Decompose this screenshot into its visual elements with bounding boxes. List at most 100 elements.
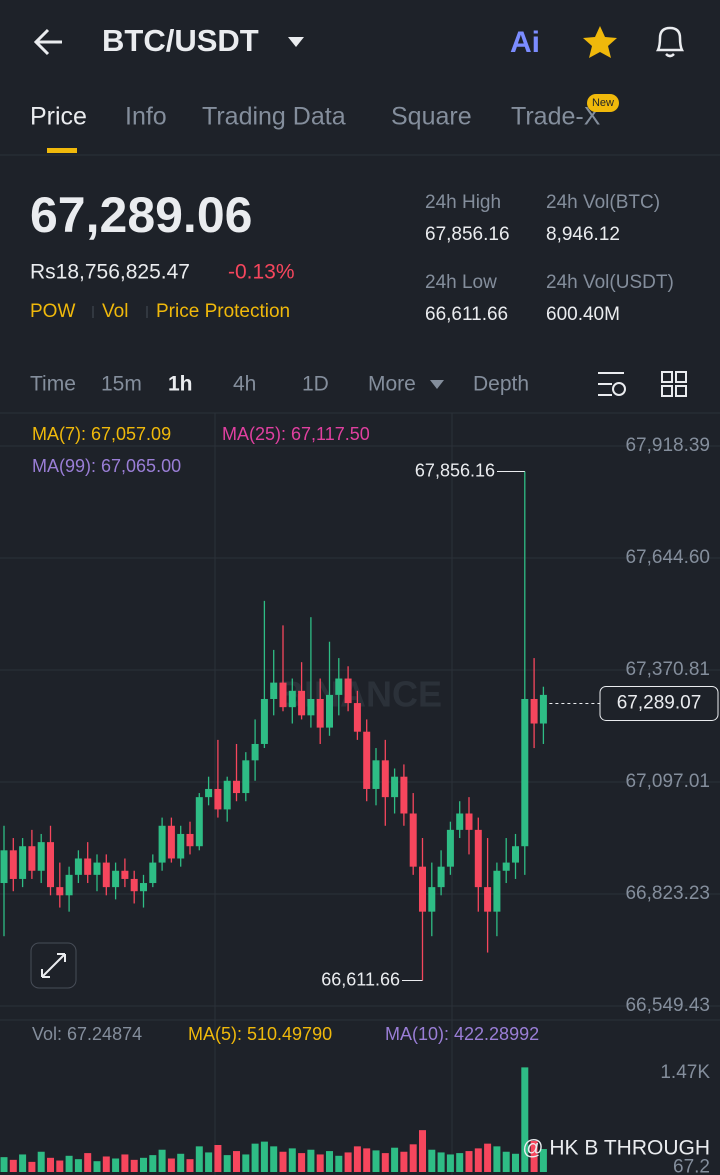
pair-dropdown[interactable] — [288, 37, 304, 47]
candle-body — [140, 883, 147, 892]
candle-body — [149, 862, 157, 884]
volume-bar — [0, 1157, 8, 1172]
indicator-settings[interactable] — [598, 372, 626, 396]
pair-title[interactable]: BTC/USDT — [102, 23, 259, 58]
candle-body — [205, 788, 213, 798]
candle-body — [521, 698, 529, 847]
volume-bar — [521, 1067, 529, 1172]
candle-body — [419, 866, 426, 912]
volume-bar — [512, 1153, 519, 1172]
y-tick-label: 67,097.01 — [625, 771, 710, 792]
volume-bar — [19, 1154, 27, 1172]
stats: 24h High 67,856.16 24h Vol(BTC) 8,946.12 24h… — [425, 192, 674, 325]
tab[interactable]: Trading Data — [202, 103, 346, 131]
candle-body — [344, 678, 352, 704]
ma25-label: MA(25): 67,117.50 — [222, 424, 370, 444]
tab[interactable]: Info — [125, 103, 167, 131]
tag[interactable]: POW — [30, 301, 75, 322]
volume-bar — [37, 1151, 45, 1172]
vol-ma10-label: MA(10): 422.28992 — [385, 1024, 539, 1044]
y-tick-label: 67,370.81 — [625, 659, 710, 680]
favorite-star[interactable] — [583, 26, 617, 58]
candle-body — [335, 678, 343, 695]
annotations: 67,856.16 66,611.66 67,289.07 — [321, 460, 719, 989]
volume-bar — [93, 1161, 101, 1172]
more-dropdown[interactable] — [430, 380, 444, 389]
tag[interactable]: Price Protection — [156, 301, 290, 322]
tab[interactable]: Square — [391, 103, 472, 131]
candle-body — [409, 813, 417, 867]
layout-button[interactable] — [661, 371, 687, 397]
candle-body — [400, 776, 408, 814]
ai-button[interactable]: Ai — [510, 26, 540, 59]
local-price: Rs18,756,825.47 — [30, 261, 190, 284]
candle-body — [158, 825, 166, 863]
candle-body — [56, 887, 64, 896]
candle-body — [288, 690, 296, 708]
last-price-box — [599, 685, 719, 721]
timeframe[interactable]: Depth — [473, 373, 529, 396]
volume-bar — [474, 1148, 482, 1172]
stat-label: 24h High — [425, 192, 501, 213]
timeframe[interactable]: 1D — [302, 373, 329, 396]
volume-bar — [419, 1130, 426, 1172]
candles — [0, 471, 547, 981]
volume-bar — [437, 1152, 445, 1172]
high-label: 67,856.16 — [415, 460, 495, 480]
volume-bar — [223, 1155, 231, 1172]
price-change: -0.13% — [228, 261, 295, 284]
tab[interactable]: Trade-X — [511, 103, 601, 131]
candle-body — [84, 858, 92, 875]
timeframe[interactable]: 1h — [168, 373, 193, 396]
candle-body — [298, 690, 306, 716]
volume-bar — [158, 1149, 166, 1172]
candle-body — [74, 858, 82, 875]
candle-body — [19, 846, 27, 879]
volume-bar — [446, 1154, 454, 1172]
candle-body — [251, 743, 259, 761]
tab[interactable]: Price — [30, 103, 87, 131]
candle-body — [539, 694, 547, 724]
volume-bar — [465, 1151, 473, 1172]
candle-body — [428, 887, 436, 912]
candle-body — [37, 842, 45, 871]
volume-bar — [186, 1159, 194, 1172]
timeframe[interactable]: 4h — [233, 373, 256, 396]
candle-body — [381, 760, 389, 798]
tag-row: POW Vol Price Protection — [30, 301, 290, 322]
candle-body — [65, 874, 73, 896]
notification-bell[interactable] — [655, 26, 685, 58]
candle-body — [474, 829, 482, 888]
volume-bar — [74, 1159, 82, 1172]
candle-body — [102, 862, 110, 888]
candle-body — [391, 776, 399, 798]
y-tick-label: 66,549.43 — [625, 995, 710, 1016]
volume-bar — [279, 1151, 287, 1172]
volume-bar — [502, 1151, 510, 1172]
candle-body — [242, 760, 250, 794]
ma7-label: MA(7): 67,057.09 — [32, 424, 171, 444]
candle-body — [270, 682, 278, 699]
volume-bar — [409, 1144, 417, 1172]
candle-body — [484, 887, 492, 912]
new-badge — [587, 94, 619, 112]
volume-bar — [65, 1155, 73, 1172]
volume-bar — [177, 1153, 185, 1172]
low-label: 66,611.66 — [321, 969, 400, 989]
candle-body — [186, 833, 194, 847]
tag[interactable]: Vol — [102, 301, 128, 322]
timeframe-bar: Time 15m 1h 4h 1D More Depth — [30, 373, 529, 396]
expand-button[interactable] — [30, 942, 77, 989]
footer-watermark: @ HK B THROUGH — [522, 1137, 710, 1160]
volume-bar — [456, 1153, 464, 1172]
volume-bar — [428, 1149, 436, 1172]
back-button[interactable] — [33, 28, 62, 56]
stat-value: 66,611.66 — [425, 304, 508, 325]
candle-body — [465, 813, 473, 830]
stat-value: 600.40M — [546, 304, 620, 325]
timeframe[interactable]: Time — [30, 373, 76, 396]
candle-body — [214, 788, 222, 810]
volume-bar — [530, 1140, 538, 1172]
timeframe[interactable]: More — [368, 373, 416, 396]
timeframe[interactable]: 15m — [101, 373, 142, 396]
